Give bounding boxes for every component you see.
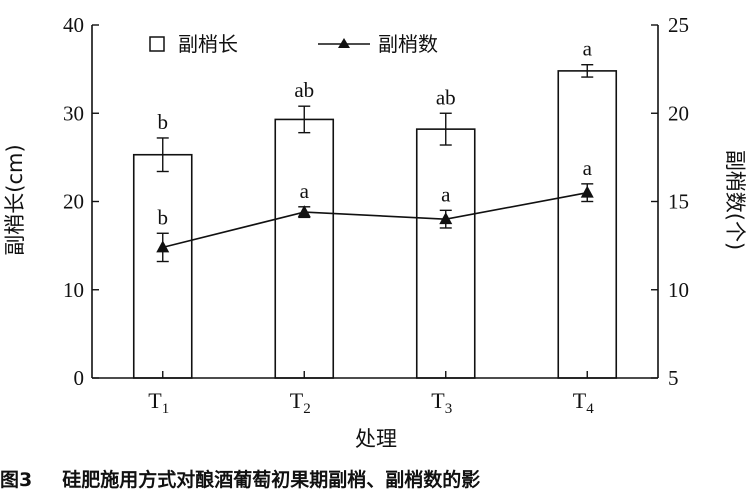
y-left-tick-label-40: 40 xyxy=(63,13,84,37)
point-marker-T3 xyxy=(439,212,453,225)
y-left-tick-label-30: 30 xyxy=(63,101,84,125)
point-marker-T1 xyxy=(156,240,170,253)
x-tick-label-T3: T3 xyxy=(431,388,452,417)
y-right-tick-label-10: 10 xyxy=(668,278,689,302)
y-right-tick-label-20: 20 xyxy=(668,101,689,125)
point-letter-T3: a xyxy=(441,182,451,206)
y-right-tick-label-25: 25 xyxy=(668,13,689,37)
point-letter-T1: b xyxy=(158,205,169,229)
axes-layer: 0 10 20 30 40 5 10 15 20 25 T1 T2 T3 T4 xyxy=(63,13,689,417)
bar-letter-T2: ab xyxy=(294,78,314,102)
x-tick-label-subscript: 1 xyxy=(162,401,170,417)
legend-line-marker xyxy=(338,38,350,48)
y-right-tick-label-15: 15 xyxy=(668,190,689,214)
bar-T2 xyxy=(274,118,335,379)
x-tick-label-subscript: 4 xyxy=(586,401,594,417)
bar-letter-T4: a xyxy=(583,37,593,61)
bar-T1 xyxy=(132,153,193,379)
y-left-tick-label-0: 0 xyxy=(74,366,85,390)
y-right-axis-title: 副梢数(个) xyxy=(723,150,747,250)
x-tick-label-subscript: 2 xyxy=(303,401,311,417)
y-left-tick-label-20: 20 xyxy=(63,190,84,214)
legend: 副梢长 副梢数 xyxy=(149,32,438,56)
figure-caption: 图3 硅肥施用方式对酿酒葡萄初果期副梢、副梢数的影 xyxy=(0,462,750,498)
figure-number: 图3 xyxy=(0,469,33,491)
bar-T3 xyxy=(415,128,476,379)
line-layer: b a a a xyxy=(156,156,594,263)
legend-line-label: 副梢数 xyxy=(378,32,438,56)
point-letter-T2: a xyxy=(300,179,310,203)
point-letter-T4: a xyxy=(583,156,593,180)
line-series-副梢数 xyxy=(162,191,588,249)
y-left-tick-label-10: 10 xyxy=(63,278,84,302)
legend-bar-label: 副梢长 xyxy=(178,32,238,56)
x-tick-label-T2: T2 xyxy=(290,388,311,417)
legend-bar-swatch xyxy=(149,36,165,52)
bar-letter-T1: b xyxy=(158,110,169,134)
y-left-axis-title: 副梢长(cm) xyxy=(3,144,27,255)
x-tick-label-subscript: 3 xyxy=(445,401,453,417)
x-axis-title: 处理 xyxy=(355,427,397,451)
figure-caption-text: 硅肥施用方式对酿酒葡萄初果期副梢、副梢数的影 xyxy=(62,469,481,491)
x-tick-label-T4: T4 xyxy=(573,388,594,417)
x-tick-label-T1: T1 xyxy=(148,388,169,417)
y-right-tick-label-5: 5 xyxy=(668,366,679,390)
bar-T4 xyxy=(557,70,618,379)
point-marker-T4 xyxy=(580,185,594,198)
point-marker-T2 xyxy=(297,205,311,218)
bars-layer: bab aba xyxy=(132,37,618,379)
bar-letter-T3: ab xyxy=(436,85,456,109)
